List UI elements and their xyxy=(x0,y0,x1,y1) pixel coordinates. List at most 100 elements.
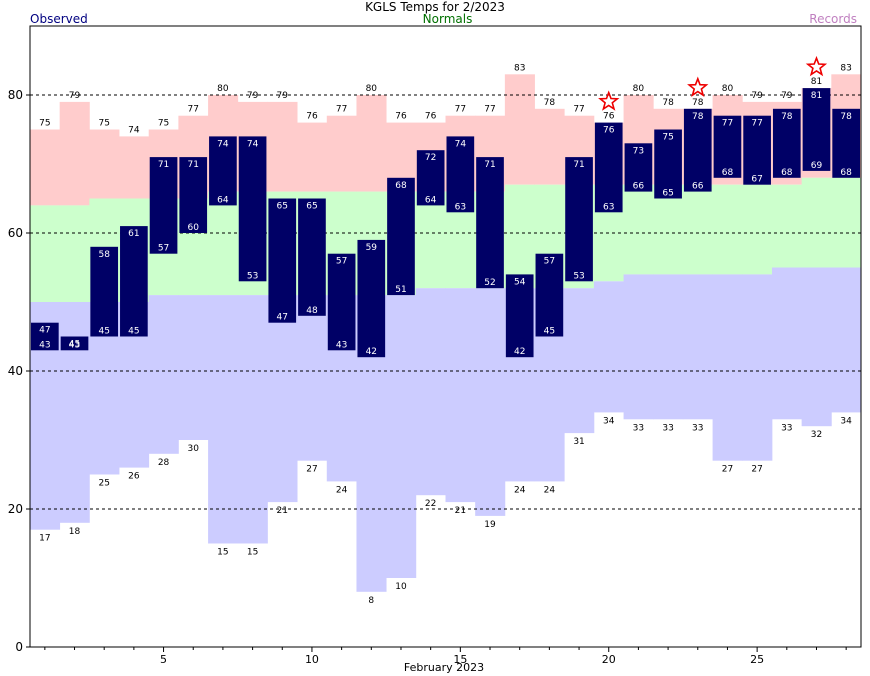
record-high-label: 77 xyxy=(573,105,584,115)
observed-high-label: 61 xyxy=(128,229,139,239)
record-low-band xyxy=(178,295,209,440)
y-tick-label: 60 xyxy=(8,226,23,240)
record-high-band xyxy=(59,101,90,206)
observed-bar xyxy=(476,157,504,289)
legend-observed: Observed xyxy=(30,12,88,26)
observed-high-label: 54 xyxy=(514,277,526,287)
observed-bar xyxy=(654,129,682,199)
record-low-label: 25 xyxy=(98,479,109,489)
record-high-label: 75 xyxy=(39,119,50,129)
observed-low-label: 63 xyxy=(455,202,466,212)
record-high-label: 76 xyxy=(395,112,407,122)
observed-low-label: 47 xyxy=(277,313,288,323)
record-high-label: 80 xyxy=(722,84,734,94)
normal-band xyxy=(208,191,239,296)
observed-bar xyxy=(60,336,89,351)
record-low-label: 31 xyxy=(573,437,584,447)
observed-bar xyxy=(31,322,59,351)
observed-high-label: 78 xyxy=(840,112,852,122)
normal-band xyxy=(504,184,535,289)
observed-high-label: 47 xyxy=(39,326,50,336)
observed-bar xyxy=(387,177,415,296)
record-high-band xyxy=(326,115,357,192)
record-high-label: 83 xyxy=(514,63,525,73)
observed-low-label: 60 xyxy=(188,223,200,233)
record-high-label: 76 xyxy=(603,112,615,122)
normal-band xyxy=(682,184,714,275)
observed-high-label: 65 xyxy=(306,202,317,212)
record-low-label: 33 xyxy=(633,423,644,433)
observed-bar xyxy=(743,115,771,185)
record-low-label: 24 xyxy=(544,485,556,495)
observed-bar xyxy=(683,108,712,192)
observed-bar xyxy=(298,198,326,316)
record-high-band xyxy=(267,101,298,192)
observed-high-label: 65 xyxy=(277,202,288,212)
record-high-label: 78 xyxy=(692,98,704,108)
record-high-label: 76 xyxy=(306,112,318,122)
x-tick-label: 20 xyxy=(602,653,616,666)
observed-high-label: 68 xyxy=(395,181,407,191)
normal-band xyxy=(801,177,832,268)
observed-low-label: 45 xyxy=(128,327,139,337)
record-low-label: 18 xyxy=(69,527,81,537)
record-low-band xyxy=(59,302,90,523)
record-low-band xyxy=(297,295,328,461)
observed-high-label: 71 xyxy=(484,160,495,170)
record-high-label: 80 xyxy=(217,84,229,94)
observed-bar xyxy=(416,150,445,206)
observed-bar xyxy=(535,253,564,337)
observed-low-label: 45 xyxy=(544,327,555,337)
record-star-icon xyxy=(687,76,709,97)
observed-low-label: 43 xyxy=(39,340,50,350)
observed-low-label: 68 xyxy=(781,168,793,178)
observed-high-label: 71 xyxy=(573,160,584,170)
record-low-label: 21 xyxy=(455,506,466,516)
observed-low-label: 48 xyxy=(306,306,318,316)
observed-low-label: 43 xyxy=(69,340,80,350)
record-low-label: 26 xyxy=(128,472,140,482)
record-high-band xyxy=(30,129,61,206)
axes-layer: 0 20 40 60 80 5 10 15 20 25 xyxy=(8,25,862,666)
record-high-label: 79 xyxy=(247,91,259,101)
record-high-label: 79 xyxy=(69,91,81,101)
record-low-label: 24 xyxy=(336,485,348,495)
observed-high-label: 76 xyxy=(603,126,615,136)
record-high-label: 81 xyxy=(811,77,822,87)
record-low-band xyxy=(771,267,803,420)
label-layer: 7517474379184543752558457426614575287157… xyxy=(39,63,852,606)
observed-low-label: 43 xyxy=(336,340,347,350)
x-tick-label: 15 xyxy=(453,653,467,666)
record-high-label: 74 xyxy=(128,125,140,135)
observed-high-label: 74 xyxy=(247,139,259,149)
observed-low-label: 42 xyxy=(514,347,525,357)
observed-bar xyxy=(357,239,386,358)
observed-low-label: 53 xyxy=(247,271,258,281)
observed-low-label: 66 xyxy=(692,182,704,192)
normal-band xyxy=(771,184,803,268)
x-tick-label: 5 xyxy=(160,653,167,666)
normal-band xyxy=(59,205,90,302)
record-high-label: 77 xyxy=(484,105,495,115)
normal-band xyxy=(30,205,61,302)
record-low-label: 27 xyxy=(306,465,317,475)
observed-high-label: 81 xyxy=(811,91,822,101)
observed-low-label: 64 xyxy=(425,195,437,205)
plot-frame xyxy=(29,25,862,648)
record-low-band xyxy=(475,288,506,516)
record-low-label: 27 xyxy=(751,465,762,475)
record-low-band xyxy=(653,274,684,420)
observed-bar xyxy=(565,157,593,282)
record-high-label: 77 xyxy=(455,105,466,115)
observed-bar xyxy=(327,253,356,351)
x-tick-label: 10 xyxy=(305,653,319,666)
observed-low-label: 64 xyxy=(217,195,229,205)
observed-low-label: 51 xyxy=(395,285,406,295)
y-tick-label: 40 xyxy=(8,364,23,378)
record-low-label: 8 xyxy=(368,596,374,606)
record-low-label: 24 xyxy=(514,485,526,495)
record-low-band xyxy=(712,274,743,461)
record-low-label: 19 xyxy=(484,520,496,530)
record-low-label: 28 xyxy=(158,458,170,468)
record-high-label: 78 xyxy=(662,98,674,108)
